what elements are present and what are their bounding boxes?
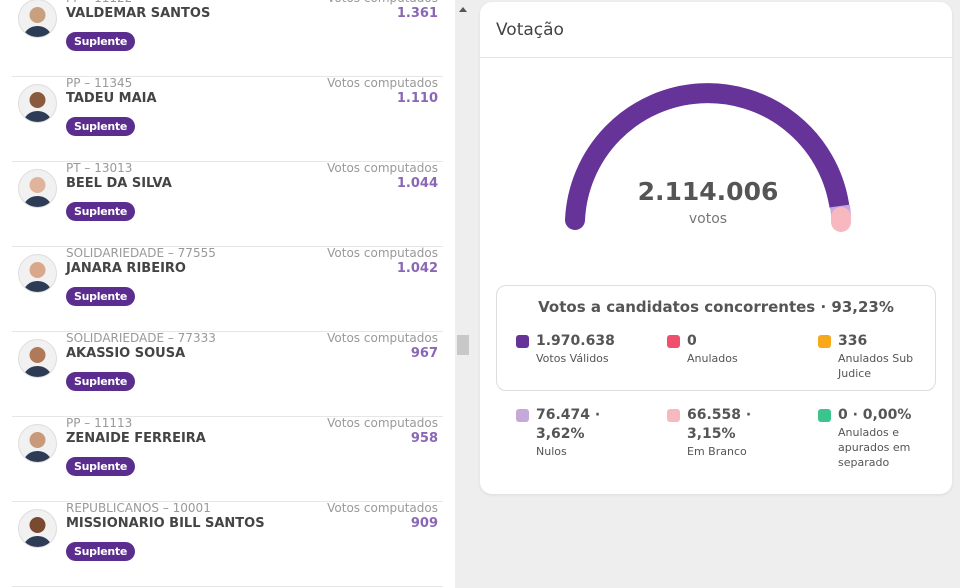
status-badge: Suplente	[66, 117, 136, 136]
item-label: Anulados Sub Judice	[838, 352, 914, 380]
avatar	[18, 339, 57, 378]
scrollbar	[457, 7, 469, 355]
votes-value: 1.044	[396, 176, 438, 191]
candidate-row: REPUBLICANOS – 10001 MISSIONARIO BILL SAN…	[12, 501, 443, 587]
swatch	[667, 335, 680, 348]
votes-label: Votos computados	[327, 246, 438, 260]
total-unit: votos	[688, 211, 728, 227]
votes-label: Votos computados	[327, 76, 438, 90]
candidate-name: JANARA RIBEIRO	[66, 261, 186, 276]
party: PT – 13013	[66, 161, 133, 175]
item-value: 0 · 0,00%	[838, 407, 912, 423]
candidate-name: VALDEMAR SANTOS	[66, 6, 211, 21]
votes-label: Votos computados	[327, 0, 438, 5]
votes-label: Votos computados	[327, 501, 438, 515]
party: SOLIDARIEDADE – 77333	[66, 331, 216, 345]
status-badge: Suplente	[66, 372, 136, 391]
avatar	[18, 424, 57, 463]
candidate-name: MISSIONARIO BILL SANTOS	[66, 516, 265, 531]
party: SOLIDARIEDADE – 77555	[66, 246, 216, 260]
candidate-name: AKASSIO SOUSA	[66, 346, 186, 361]
item-value: 1.970.638	[536, 333, 615, 349]
party: PP – 11345	[66, 76, 133, 90]
status-badge: Suplente	[66, 287, 136, 306]
candidate-name: TADEU MAIA	[66, 91, 157, 106]
votes-value: 909	[410, 516, 438, 531]
voting-card: Votação 2.114.006 votos Votos a candidat…	[480, 2, 952, 494]
item-value: 336	[838, 333, 868, 349]
item-label: Votos Válidos	[536, 352, 609, 365]
votes-label: Votos computados	[327, 161, 438, 175]
votes-label: Votos computados	[327, 331, 438, 345]
avatar	[18, 169, 57, 208]
avatar	[18, 0, 57, 38]
swatch	[818, 409, 831, 422]
swatch	[818, 335, 831, 348]
status-badge: Suplente	[66, 202, 136, 221]
swatch	[667, 409, 680, 422]
votes-label: Votos computados	[327, 416, 438, 430]
item-value: 66.558 · 3,15%	[687, 407, 752, 442]
candidate-row: SOLIDARIEDADE – 77333 AKASSIO SOUSA Suplen…	[12, 331, 443, 417]
candidate-name: ZENAIDE FERREIRA	[66, 431, 206, 446]
gauge	[565, 83, 852, 232]
status-badge: Suplente	[66, 542, 136, 561]
scroll-up[interactable]	[459, 7, 467, 12]
votes-value: 958	[410, 431, 438, 446]
total-votes: 2.114.006	[637, 177, 779, 206]
party: REPUBLICANOS – 10001	[66, 501, 211, 515]
summary-title: Votos a candidatos concorrentes · 93,23%	[538, 298, 894, 316]
swatch	[516, 409, 529, 422]
summary-box: Votos a candidatos concorrentes · 93,23%…	[496, 285, 936, 391]
candidate-row: PP – 11122VALDEMAR SANTOS Suplente Votos c…	[12, 0, 443, 77]
item-label: Anulados e apurados em separado	[838, 426, 911, 469]
swatch	[516, 335, 529, 348]
votes-value: 967	[410, 346, 438, 361]
votes-value: 1.361	[396, 6, 438, 21]
scroll-thumb[interactable]	[457, 335, 469, 355]
candidate-row: SOLIDARIEDADE – 77555 JANARA RIBEIRO Suple…	[12, 246, 443, 332]
separator	[480, 57, 952, 58]
avatar	[18, 84, 57, 123]
candidate-name: BEEL DA SILVA	[66, 176, 172, 191]
item-value: 0	[687, 333, 697, 349]
candidate-row: PP – 11113 ZENAIDE FERREIRA Suplente Votos …	[12, 416, 443, 502]
votes-value: 1.042	[396, 261, 438, 276]
candidate-row: PT – 13013 BEEL DA SILVA Suplente Votos com…	[12, 161, 443, 247]
candidate-list: PP – 11122VALDEMAR SANTOS Suplente Votos c…	[0, 0, 455, 588]
panel-title: Votação	[496, 20, 564, 40]
item-label: Anulados	[687, 352, 738, 365]
avatar	[18, 254, 57, 293]
party: PP – 11113	[66, 416, 133, 430]
item-label: Em Branco	[687, 445, 747, 458]
avatar	[18, 509, 57, 548]
status-badge: Suplente	[66, 32, 136, 51]
item-label: Nulos	[536, 445, 567, 458]
status-badge: Suplente	[66, 457, 136, 476]
party: PP – 11122	[66, 0, 132, 5]
votes-value: 1.110	[396, 91, 438, 106]
item-value: 76.474 · 3,62%	[536, 407, 601, 442]
gauge-valid	[565, 83, 849, 230]
candidate-row: PP – 11345 TADEU MAIA Suplente Votos comput…	[12, 76, 443, 162]
